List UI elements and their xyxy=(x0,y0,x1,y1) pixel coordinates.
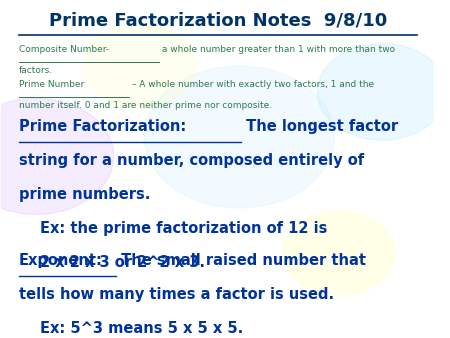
Text: 2 x 2 x 3 or 2^2 x 3.: 2 x 2 x 3 or 2^2 x 3. xyxy=(40,255,205,270)
Text: Ex: the prime factorization of 12 is: Ex: the prime factorization of 12 is xyxy=(40,221,328,236)
Text: number itself. 0 and 1 are neither prime nor composite.: number itself. 0 and 1 are neither prime… xyxy=(19,101,272,111)
Text: Ex: 5^3 means 5 x 5 x 5.: Ex: 5^3 means 5 x 5 x 5. xyxy=(40,321,243,336)
Text: tells how many times a factor is used.: tells how many times a factor is used. xyxy=(19,287,334,302)
Text: Prime Factorization:: Prime Factorization: xyxy=(19,119,186,134)
Text: prime numbers.: prime numbers. xyxy=(19,187,150,202)
Circle shape xyxy=(0,98,114,214)
Text: Prime Factorization Notes  9/8/10: Prime Factorization Notes 9/8/10 xyxy=(49,11,387,29)
Text: The small raised number that: The small raised number that xyxy=(116,253,366,268)
Text: a whole number greater than 1 with more than two: a whole number greater than 1 with more … xyxy=(159,45,396,54)
Circle shape xyxy=(144,66,334,208)
Circle shape xyxy=(317,43,447,140)
Text: string for a number, composed entirely of: string for a number, composed entirely o… xyxy=(19,153,364,168)
Text: – A whole number with exactly two factors, 1 and the: – A whole number with exactly two factor… xyxy=(129,80,374,90)
Text: factors.: factors. xyxy=(19,66,53,75)
Circle shape xyxy=(283,211,395,295)
Text: The longest factor: The longest factor xyxy=(242,119,399,134)
Text: Composite Number-: Composite Number- xyxy=(19,45,109,54)
Text: Prime Number: Prime Number xyxy=(19,80,84,90)
Circle shape xyxy=(84,24,196,108)
Text: Exponent:: Exponent: xyxy=(19,253,103,268)
